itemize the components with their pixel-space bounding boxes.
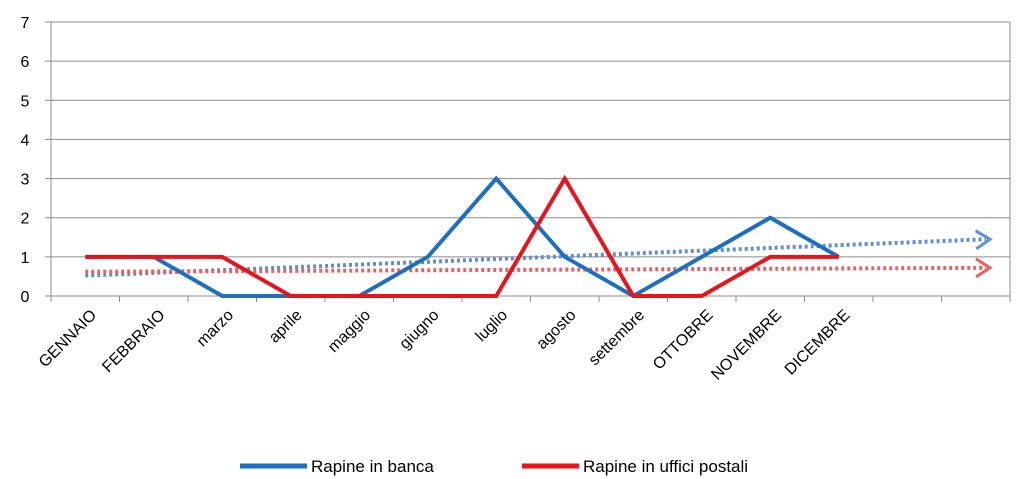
y-tick-label: 5: [21, 93, 30, 110]
x-tick-label: agosto: [534, 307, 580, 353]
legend-label-series-1: Rapine in banca: [311, 457, 434, 476]
tick-labels: 0 1 2 3 4 5 6 7 GENNAIO FEBBRAIO marzo aprile maggio…: [21, 15, 854, 384]
x-tick-label: giugno: [397, 307, 443, 353]
x-tick-label: OTTOBRE: [650, 307, 717, 374]
axes: [50, 22, 1011, 302]
x-tick-label: GENNAIO: [36, 307, 100, 371]
y-tick-label: 4: [21, 132, 30, 149]
x-tick-label: settembre: [586, 307, 648, 369]
x-tick-label: DICEMBRE: [782, 307, 854, 379]
x-tick-label: marzo: [194, 307, 238, 351]
legend: Rapine in banca Rapine in uffici postali: [240, 457, 748, 476]
trendline-arrowhead-series-1: [974, 229, 993, 251]
y-tick-label: 2: [21, 211, 30, 228]
y-tick-label: 1: [21, 250, 30, 267]
series-line-1: [85, 175, 840, 299]
y-tick-label: 7: [21, 15, 30, 32]
legend-label-series-2: Rapine in uffici postali: [583, 457, 748, 476]
data-series: [85, 174, 840, 299]
trendline-series-2: [85, 265, 987, 274]
y-tick-label: 6: [21, 54, 30, 71]
series-line-2: [85, 174, 839, 298]
x-tick-label: NOVEMBRE: [708, 307, 785, 384]
x-tick-label: maggio: [325, 307, 374, 356]
trendline-arrowhead-series-2: [975, 257, 993, 279]
x-tick-label: aprile: [266, 307, 306, 347]
x-tick-label: FEBBRAIO: [99, 307, 168, 376]
x-tick-label: luglio: [473, 307, 512, 346]
y-tick-label: 0: [21, 289, 30, 306]
trendlines: [85, 229, 993, 279]
y-tick-label: 3: [21, 172, 30, 189]
